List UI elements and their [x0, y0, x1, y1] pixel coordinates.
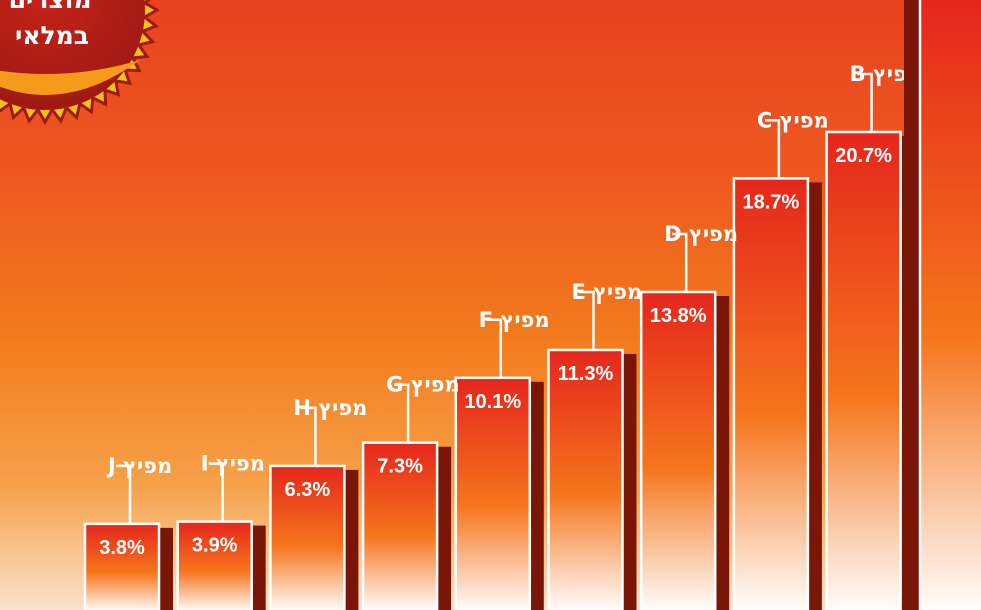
leader-line-d	[672, 232, 688, 292]
leader-line-c	[764, 119, 781, 179]
leader-line-b	[857, 72, 873, 132]
category-label-h: מפיץ H	[293, 396, 367, 420]
bar-i	[176, 520, 253, 610]
bar-f	[454, 376, 532, 610]
leader-line-f	[486, 318, 503, 378]
bar-shadow-e	[622, 353, 637, 610]
value-label-i: 3.9%	[192, 535, 238, 557]
badge-line-1: מוצרים	[9, 0, 92, 14]
bar-shadow-h	[344, 469, 359, 610]
badge-seal	[0, 0, 145, 110]
value-label-e: 11.3%	[558, 363, 614, 385]
bar-shadow-j	[159, 527, 173, 610]
value-label-b: 20.7%	[835, 145, 892, 167]
value-label-c: 18.7%	[743, 191, 800, 213]
badge-line-2: במלאי	[15, 21, 89, 50]
bar-j	[83, 522, 161, 610]
leader-line-g	[394, 383, 410, 443]
edge-bar	[904, 0, 981, 610]
bar-shadow-i	[251, 525, 266, 610]
bars-layer	[83, 130, 915, 610]
badge-swoosh	[0, 60, 140, 95]
bar-g	[361, 441, 439, 610]
bar-b	[825, 130, 902, 610]
category-label-e: מפיץ E	[572, 280, 643, 304]
category-label-g: מפיץ G	[386, 373, 460, 397]
value-label-g: 7.3%	[377, 456, 423, 478]
category-label-c: מפיץ C	[757, 108, 829, 132]
stock-badge: מוצרים במלאי	[0, 0, 161, 126]
bar-shadow-g	[437, 446, 452, 610]
value-label-f: 10.1%	[464, 391, 521, 413]
value-label-j: 3.8%	[99, 537, 145, 559]
leader-line-j	[116, 464, 132, 524]
value-label-d: 13.8%	[650, 305, 707, 327]
bar-c	[732, 177, 810, 610]
leader-line-h	[301, 406, 317, 466]
bar-d	[639, 290, 717, 610]
category-label-i: מפיץ I	[201, 452, 265, 476]
leader-line-i	[208, 462, 224, 522]
bar-e	[547, 348, 624, 610]
bar-shadow-f	[529, 381, 544, 610]
leader-line-e	[579, 290, 595, 350]
category-label-f: מפיץ F	[479, 308, 550, 332]
value-label-h: 6.3%	[285, 479, 331, 501]
bar-shadow-c	[807, 182, 822, 610]
category-label-d: מפיץ D	[664, 222, 738, 246]
bar-shadow-d	[715, 296, 730, 610]
bar-h	[269, 464, 346, 610]
category-label-j: מפיץ J	[106, 454, 172, 478]
